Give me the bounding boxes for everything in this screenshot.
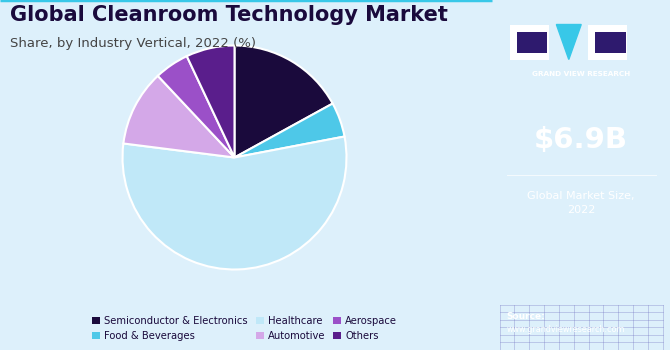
Text: Global Market Size,
2022: Global Market Size, 2022 [527, 191, 635, 215]
FancyBboxPatch shape [588, 25, 627, 60]
Wedge shape [123, 76, 234, 158]
Wedge shape [158, 56, 234, 158]
FancyBboxPatch shape [511, 25, 549, 60]
Wedge shape [234, 46, 332, 158]
Text: $6.9B: $6.9B [534, 126, 628, 154]
Text: Global Cleanroom Technology Market: Global Cleanroom Technology Market [10, 5, 448, 25]
Text: www.grandviewresearch.com: www.grandviewresearch.com [507, 324, 625, 334]
FancyBboxPatch shape [596, 32, 626, 52]
Legend: Semiconductor & Electronics, Food & Beverages, Healthcare, Automotive, Aerospace: Semiconductor & Electronics, Food & Beve… [88, 312, 401, 345]
FancyBboxPatch shape [517, 32, 547, 52]
Text: Source:: Source: [507, 312, 545, 321]
Wedge shape [187, 46, 234, 158]
Text: Share, by Industry Vertical, 2022 (%): Share, by Industry Vertical, 2022 (%) [10, 37, 256, 50]
Wedge shape [123, 136, 346, 270]
Polygon shape [556, 25, 582, 60]
Text: GRAND VIEW RESEARCH: GRAND VIEW RESEARCH [532, 70, 630, 77]
Wedge shape [234, 104, 344, 158]
